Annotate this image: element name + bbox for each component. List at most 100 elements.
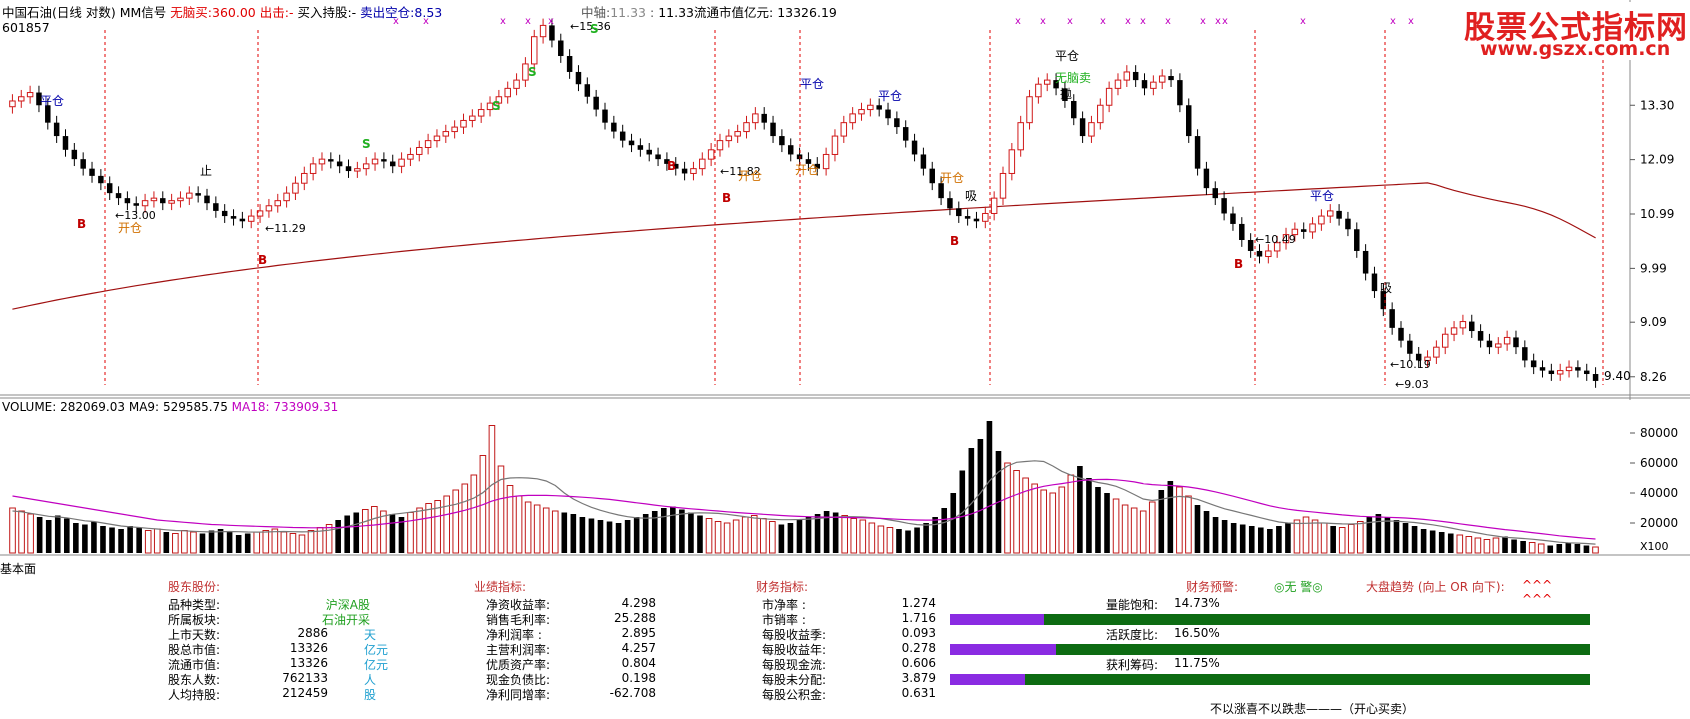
perf-value: 4.257	[621, 641, 656, 655]
volume-bar	[136, 527, 142, 553]
candle	[36, 85, 42, 113]
candle	[619, 124, 626, 148]
holder-label: 股东人数:	[168, 673, 221, 687]
candle	[256, 204, 264, 223]
volume-bar	[1104, 493, 1110, 553]
volume-bar	[1004, 462, 1011, 554]
candle	[761, 107, 767, 130]
volume-bar	[1167, 481, 1174, 553]
candle	[1088, 115, 1095, 143]
volume-bar	[1456, 534, 1464, 554]
candle	[876, 98, 882, 117]
volume-bar	[1420, 529, 1427, 553]
warning-value: ◎无 警◎	[1274, 580, 1323, 594]
top-marker-icon: x	[1125, 16, 1131, 27]
candle	[45, 98, 51, 130]
volume-bar	[1411, 526, 1418, 553]
volume-bar	[1194, 505, 1201, 553]
meter-bar-fill	[950, 644, 1056, 655]
candle	[1212, 181, 1219, 206]
volume-bar	[1077, 466, 1083, 553]
candle	[902, 120, 909, 148]
top-marker-icon: x	[1140, 16, 1146, 27]
candle	[442, 124, 450, 143]
volume-bar	[1375, 514, 1382, 553]
volume-bar	[144, 530, 152, 554]
ma9-line	[12, 460, 1596, 545]
candle	[469, 109, 476, 128]
volume-bar	[1447, 533, 1454, 553]
candle	[416, 140, 423, 162]
candle	[734, 124, 741, 143]
perf-label: 销售毛利率:	[486, 613, 551, 627]
volume-bar	[714, 521, 722, 554]
volume-value: 282069.03	[60, 400, 126, 414]
candle	[433, 129, 441, 148]
candle	[1141, 73, 1148, 96]
candle	[681, 161, 688, 181]
candle	[699, 152, 706, 176]
volume-bar	[1511, 539, 1517, 553]
perf-label: 净资收益率:	[486, 598, 551, 612]
signal-label-flat_close: 平仓	[1055, 49, 1079, 63]
volume-bar	[524, 501, 532, 554]
volume-bar	[796, 520, 803, 553]
volume-bar	[298, 534, 306, 554]
volume-bar	[877, 525, 885, 554]
volume-bar	[389, 514, 396, 553]
volume-bar	[27, 513, 34, 554]
meter-label: 获利筹码:	[1106, 658, 1159, 672]
mid-value-2: 11.33	[658, 5, 694, 20]
meter-value: 16.50%	[1174, 626, 1220, 640]
meter-bar	[950, 644, 1590, 655]
candle	[265, 198, 273, 218]
candlestick-chart: 13.30 12.09 10.99 9.99 9.09 8.26 9.40 ←15.36 ←13…	[0, 0, 1690, 400]
ma9-value: 529585.75	[162, 400, 228, 414]
fin-value: 0.093	[901, 626, 936, 640]
volume-bar	[1356, 521, 1364, 554]
volume-bar	[371, 506, 378, 554]
volume-bar	[570, 514, 577, 553]
top-marker-icon: x	[500, 16, 506, 27]
candle	[1371, 266, 1378, 298]
volume-bar	[923, 523, 929, 553]
volume-bar	[91, 521, 97, 553]
volume-bar	[859, 519, 867, 554]
fundamentals-title: 基本面	[0, 562, 37, 576]
volume-bar	[398, 517, 405, 553]
volume-bar	[73, 523, 79, 553]
candle	[743, 115, 750, 139]
candle	[1158, 69, 1166, 90]
watermark-line2: www.gszx.com.cn	[1480, 38, 1671, 60]
volume-bar	[1320, 522, 1328, 554]
mid-axis: 中轴:11.33 : 11.33	[581, 5, 694, 20]
signal-label-close: 平仓	[800, 77, 824, 91]
buy-label: 无脑买:	[170, 5, 212, 20]
holder-value: 762133	[282, 671, 328, 685]
holder-unit: 天	[364, 628, 377, 642]
volume-bar	[479, 455, 487, 554]
candle	[1291, 222, 1299, 242]
candle	[1495, 337, 1502, 355]
volume-bar	[705, 518, 713, 554]
price-annotation: ←15.36	[570, 20, 611, 33]
top-marker-icon: x	[1390, 16, 1396, 27]
candle	[1221, 191, 1227, 221]
candle	[1265, 244, 1272, 264]
volume-bar	[905, 530, 911, 553]
fin-value: 0.278	[901, 641, 936, 655]
candle	[1503, 330, 1511, 351]
volume-bar	[1257, 527, 1264, 553]
empty-value: 8.53	[414, 5, 443, 20]
volume-bar	[1022, 477, 1029, 554]
candle	[584, 77, 591, 104]
volume-bar	[1212, 517, 1219, 553]
sell-label: 出击:	[259, 5, 289, 20]
candle	[522, 57, 529, 87]
candle	[1282, 227, 1290, 250]
candle	[531, 29, 538, 71]
perf-label: 净利润率 :	[486, 628, 542, 642]
candle	[274, 193, 281, 213]
volume-bar	[914, 527, 920, 553]
perf-label: 主营利润率:	[486, 643, 551, 657]
